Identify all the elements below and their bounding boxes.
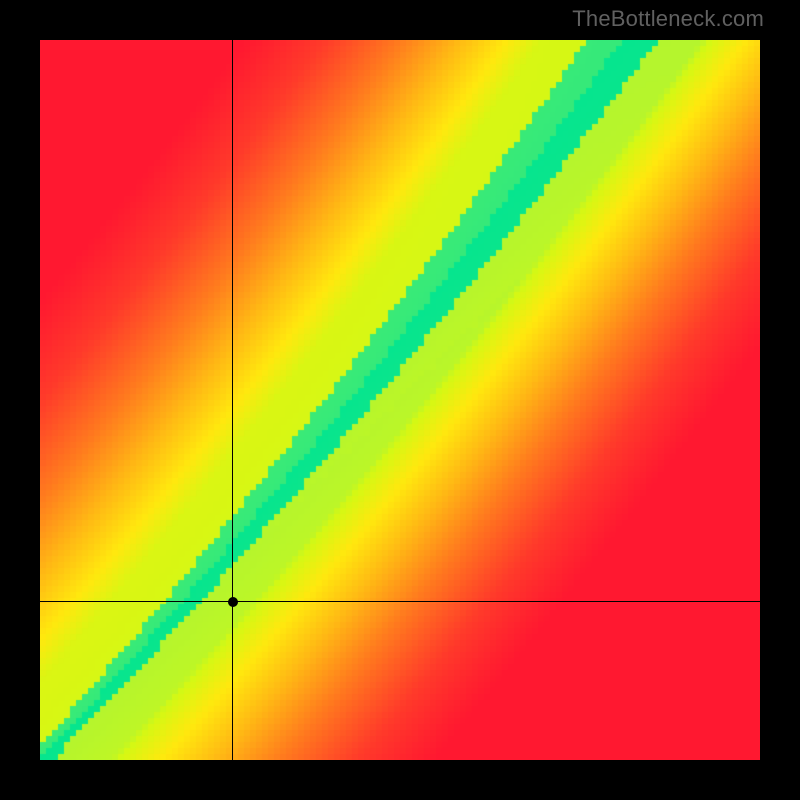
crosshair-horizontal [40,601,760,602]
heatmap-canvas [40,40,760,760]
marker-dot [228,597,238,607]
watermark-text: TheBottleneck.com [572,6,764,32]
crosshair-vertical [232,40,233,760]
